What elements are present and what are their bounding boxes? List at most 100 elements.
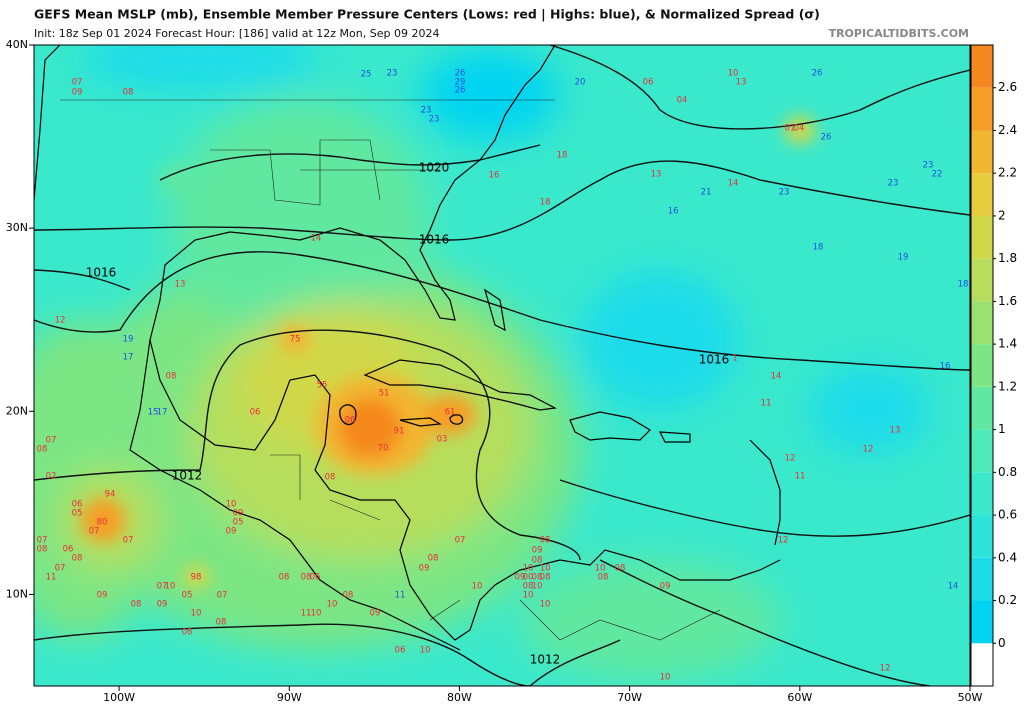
low-center: 11 (795, 472, 806, 482)
high-center: 11 (395, 591, 406, 601)
colorbar-tick-label: 2.4 (998, 123, 1017, 137)
high-center: 17 (123, 353, 134, 363)
low-center: 08 (343, 591, 354, 601)
lat-tick-label: 40N (6, 38, 28, 51)
low-center: 07 (55, 564, 66, 574)
low-center: 08 (325, 473, 336, 483)
colorbar-tick-label: 1.8 (998, 251, 1017, 265)
high-center: 19 (123, 335, 134, 345)
low-center: 02 (46, 472, 57, 482)
colorbar-tick-label: 1.4 (998, 337, 1017, 351)
colorbar-segment (971, 87, 993, 131)
low-center: 08 (37, 445, 48, 455)
low-center: 09 (97, 591, 108, 601)
high-center: 23 (429, 115, 440, 125)
low-center: 51 (379, 389, 390, 399)
low-center: 75 (290, 335, 301, 345)
lon-tick-label: 80W (447, 691, 472, 704)
high-center: 18 (813, 243, 824, 253)
low-center: 06 (345, 416, 356, 426)
low-center: 07 (37, 536, 48, 546)
low-center: 08 (428, 554, 439, 564)
colorbar-segment (971, 557, 993, 601)
low-center: 08 (532, 573, 543, 583)
isobar-label: 1020 (419, 161, 450, 175)
colorbar-segment (971, 130, 993, 174)
high-center: 26 (455, 69, 466, 79)
lat-tick-label: 30N (6, 221, 28, 234)
map-frame (33, 44, 971, 687)
title: GEFS Mean MSLP (mb), Ensemble Member Pre… (34, 7, 820, 22)
low-center: 55 (317, 381, 328, 391)
low-center: 16 (489, 171, 500, 181)
low-center: 11 (761, 399, 772, 409)
colorbar-tick-label: 2.6 (998, 80, 1017, 94)
low-center: 10 (420, 646, 431, 656)
colorbar-segment (971, 472, 993, 516)
isobar-label: 1016 (699, 353, 730, 367)
colorbar-below (971, 643, 993, 686)
low-center: 14 (311, 234, 322, 244)
low-center: 03 (437, 435, 448, 445)
high-center: 26 (455, 86, 466, 96)
low-center: 08 (532, 556, 543, 566)
colorbar-segment (971, 173, 993, 216)
low-center: 13 (890, 426, 901, 436)
low-center: 08 (540, 573, 551, 583)
low-center: 10 (472, 582, 483, 592)
low-center: 08 (131, 600, 142, 610)
isobar-label: 1012 (530, 653, 561, 667)
low-center: 12 (785, 454, 796, 464)
low-center: 01 (785, 124, 796, 134)
low-center: 06 (63, 545, 74, 555)
low-center: 08 (540, 536, 551, 546)
low-center: 10 (540, 564, 551, 574)
colorbar-frame (970, 44, 994, 687)
colorbar-segment (971, 258, 993, 302)
low-center: 07 (157, 582, 168, 592)
lat-tick-label: 10N (6, 587, 28, 600)
high-center: 19 (898, 253, 909, 263)
low-center: 10 (226, 500, 237, 510)
high-center: 15 (148, 408, 159, 418)
low-center: 08 (523, 582, 534, 592)
colorbar-tick-label: 0 (998, 636, 1006, 650)
low-center: 04 (794, 124, 805, 134)
low-center: 09 (515, 573, 526, 583)
lon-tick-label: 60W (787, 691, 812, 704)
low-center: 70 (378, 444, 389, 454)
low-center: 14 (771, 372, 782, 382)
high-center: 25 (361, 70, 372, 80)
colorbar-segment (971, 215, 993, 259)
low-center: 10 (728, 69, 739, 79)
colorbar-tick-label: 2.2 (998, 166, 1017, 180)
colorbar-segment (971, 344, 993, 387)
colorbar-segment (971, 600, 993, 644)
high-center: 17 (157, 408, 168, 418)
high-center: 21 (701, 188, 712, 198)
low-center: 13 (736, 78, 747, 88)
low-center: 10 (311, 609, 322, 619)
high-center: 26 (821, 133, 832, 143)
colorbar-tick-label: 0.8 (998, 465, 1017, 479)
credit: TROPICALTIDBITS.COM (829, 27, 969, 40)
high-center: 16 (668, 207, 679, 217)
isobar-label: 1012 (172, 469, 203, 483)
subtitle: Init: 18z Sep 01 2024 Forecast Hour: [18… (34, 27, 439, 40)
low-center: 05 (72, 509, 83, 519)
low-center: 09 (226, 527, 237, 537)
low-center: 12 (880, 664, 891, 674)
low-center: 07 (455, 536, 466, 546)
low-center: 08 (37, 545, 48, 555)
low-center: 10 (191, 609, 202, 619)
low-center: 08 (279, 573, 290, 583)
colorbar-tick-label: 1.6 (998, 294, 1017, 308)
low-center: 08 (166, 372, 177, 382)
lon-tick-label: 100W (103, 691, 135, 704)
low-center: 09 (72, 88, 83, 98)
low-center: 94 (105, 490, 116, 500)
low-center: 61 (445, 408, 456, 418)
low-center: 12 (55, 316, 66, 326)
